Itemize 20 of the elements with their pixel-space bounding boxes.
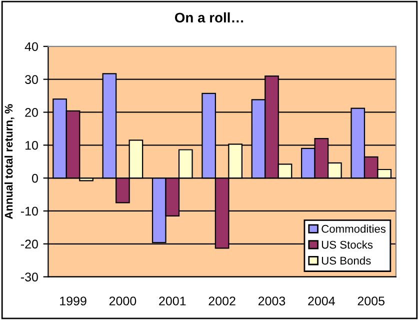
- x-tick-label: 2000: [109, 296, 136, 306]
- legend-label: Commodities: [322, 224, 386, 233]
- chart-title: On a roll…: [174, 12, 244, 23]
- y-axis-title: Annual total return, %: [4, 104, 14, 220]
- y-tick-label: 40: [24, 42, 38, 52]
- y-tick-label: -30: [20, 272, 38, 282]
- y-tick-label: 20: [25, 108, 38, 117]
- legend-label: US Bonds: [322, 256, 371, 265]
- x-tick-label: 2003: [258, 296, 286, 306]
- x-tick-label: 2001: [159, 296, 186, 306]
- x-tick-label: 1999: [60, 296, 86, 306]
- y-tick-label: 30: [25, 75, 38, 84]
- x-tick-label: 2004: [308, 296, 335, 306]
- y-tick-label: 0: [32, 174, 38, 183]
- y-tick-label: 10: [26, 140, 38, 150]
- y-tick-label: -10: [20, 206, 38, 216]
- x-tick-label: 2005: [358, 296, 384, 306]
- y-tick-label: -20: [20, 240, 38, 249]
- legend-label: US Stocks: [322, 240, 373, 249]
- x-tick-label: 2002: [208, 296, 236, 306]
